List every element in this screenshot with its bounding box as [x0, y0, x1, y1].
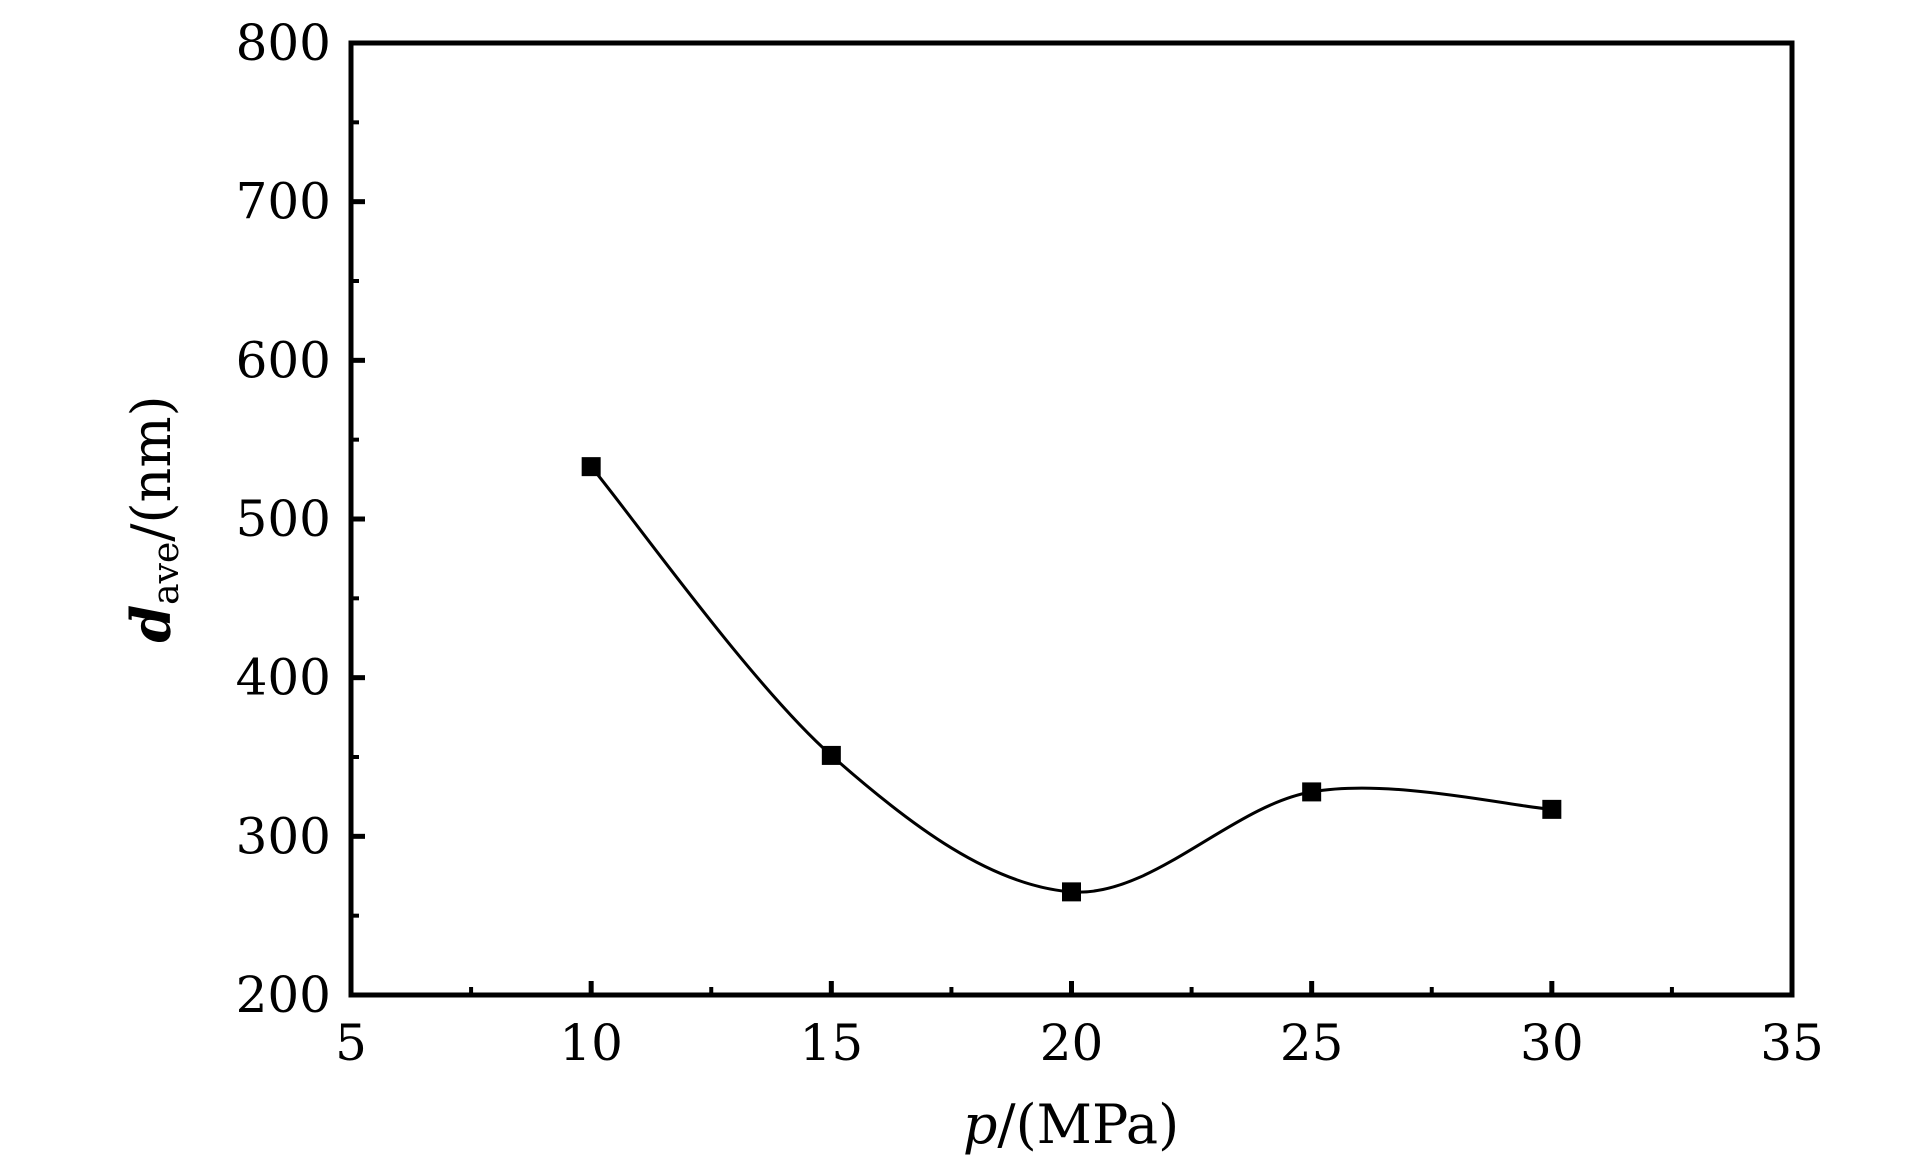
y-tick-label: 700 — [236, 173, 331, 231]
data-markers — [581, 457, 1562, 902]
y-tick-label: 300 — [236, 807, 331, 865]
x-tick-label: 5 — [335, 1014, 367, 1072]
data-point — [581, 457, 601, 477]
x-tick-label: 30 — [1520, 1014, 1584, 1072]
data-point — [1062, 882, 1081, 902]
y-tick-label: 200 — [236, 966, 331, 1024]
y-tick-label: 600 — [236, 331, 331, 389]
x-axis-title: p/(MPa) — [963, 1093, 1179, 1156]
data-point — [1542, 799, 1562, 819]
x-tick-label: 25 — [1280, 1014, 1344, 1072]
data-point — [821, 745, 841, 765]
y-tick-label: 400 — [236, 649, 331, 707]
data-point — [1302, 782, 1322, 802]
x-tick-label: 15 — [800, 1014, 864, 1072]
data-curve — [590, 465, 1552, 894]
plot-frame — [348, 40, 1795, 998]
y-tick-label: 800 — [236, 14, 331, 72]
x-tick-label: 10 — [559, 1014, 623, 1072]
x-tick-label: 20 — [1040, 1014, 1104, 1072]
y-tick-label: 500 — [236, 490, 331, 548]
axis-ticks — [348, 40, 1795, 998]
tick-labels: 5 10 15 20 25 30 35 200 300 400 500 600 700 800 — [236, 14, 1824, 1072]
x-tick-label: 35 — [1760, 1014, 1824, 1072]
y-axis-title: dave/(nm) — [119, 395, 187, 642]
